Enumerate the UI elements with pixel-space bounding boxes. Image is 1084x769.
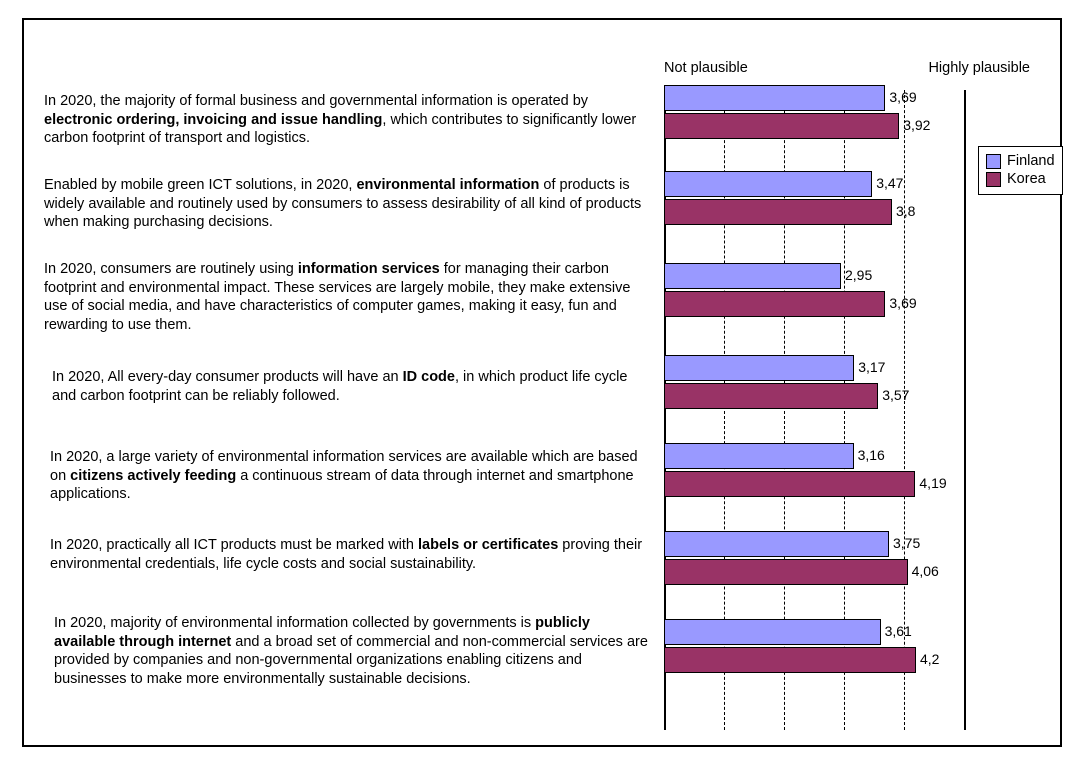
row-description: In 2020, majority of environmental infor…: [54, 614, 654, 688]
bar-korea: [664, 199, 892, 225]
bar-value-korea: 3,69: [889, 295, 916, 311]
row-description: In 2020, practically all ICT products mu…: [50, 536, 654, 573]
row-description: In 2020, a large variety of environmenta…: [50, 448, 654, 504]
bar-korea: [664, 113, 899, 139]
bar-value-finland: 3,16: [858, 447, 885, 463]
bar-value-finland: 3,61: [885, 623, 912, 639]
bar-finland: [664, 355, 854, 381]
row-description: Enabled by mobile green ICT solutions, i…: [44, 176, 654, 232]
row-description: In 2020, consumers are routinely using i…: [44, 260, 654, 334]
bar-finland: [664, 263, 841, 289]
legend-item-finland: Finland: [986, 153, 1055, 169]
bar-korea: [664, 647, 916, 673]
bar-value-korea: 4,06: [912, 563, 939, 579]
bar-value-finland: 3,75: [893, 535, 920, 551]
legend-swatch-korea: [986, 172, 1001, 187]
bar-finland: [664, 531, 889, 557]
bar-value-korea: 3,8: [896, 203, 915, 219]
bar-value-finland: 2,95: [845, 267, 872, 283]
bar-finland: [664, 85, 885, 111]
chart-area: Not plausible Highly plausible Finland K…: [24, 20, 1060, 745]
chart-frame: Not plausible Highly plausible Finland K…: [22, 18, 1062, 747]
bar-value-korea: 4,2: [920, 651, 939, 667]
bar-finland: [664, 619, 881, 645]
bar-finland: [664, 171, 872, 197]
bar-korea: [664, 383, 878, 409]
row-description: In 2020, the majority of formal business…: [44, 92, 654, 148]
legend-item-korea: Korea: [986, 171, 1055, 187]
bar-value-finland: 3,47: [876, 175, 903, 191]
bar-value-finland: 3,17: [858, 359, 885, 375]
outer-frame: Not plausible Highly plausible Finland K…: [0, 0, 1084, 769]
legend-label-finland: Finland: [1007, 153, 1055, 169]
axis-label-not-plausible: Not plausible: [664, 60, 748, 76]
bar-korea: [664, 471, 915, 497]
axis-label-highly-plausible: Highly plausible: [870, 60, 1030, 76]
grid-line: [964, 90, 966, 730]
legend-label-korea: Korea: [1007, 171, 1046, 187]
bar-finland: [664, 443, 854, 469]
bar-value-korea: 3,92: [903, 117, 930, 133]
bar-value-korea: 4,19: [919, 475, 946, 491]
legend: Finland Korea: [978, 146, 1063, 195]
plot-region: 3,69 3,92 3,47 3,8 2,95 3,69 3,17 3,57 3,16 4,19 3…: [664, 90, 964, 730]
bar-korea: [664, 559, 908, 585]
legend-swatch-finland: [986, 154, 1001, 169]
row-description: In 2020, All every-day consumer products…: [52, 368, 654, 405]
bar-value-korea: 3,57: [882, 387, 909, 403]
bar-korea: [664, 291, 885, 317]
bar-value-finland: 3,69: [889, 89, 916, 105]
